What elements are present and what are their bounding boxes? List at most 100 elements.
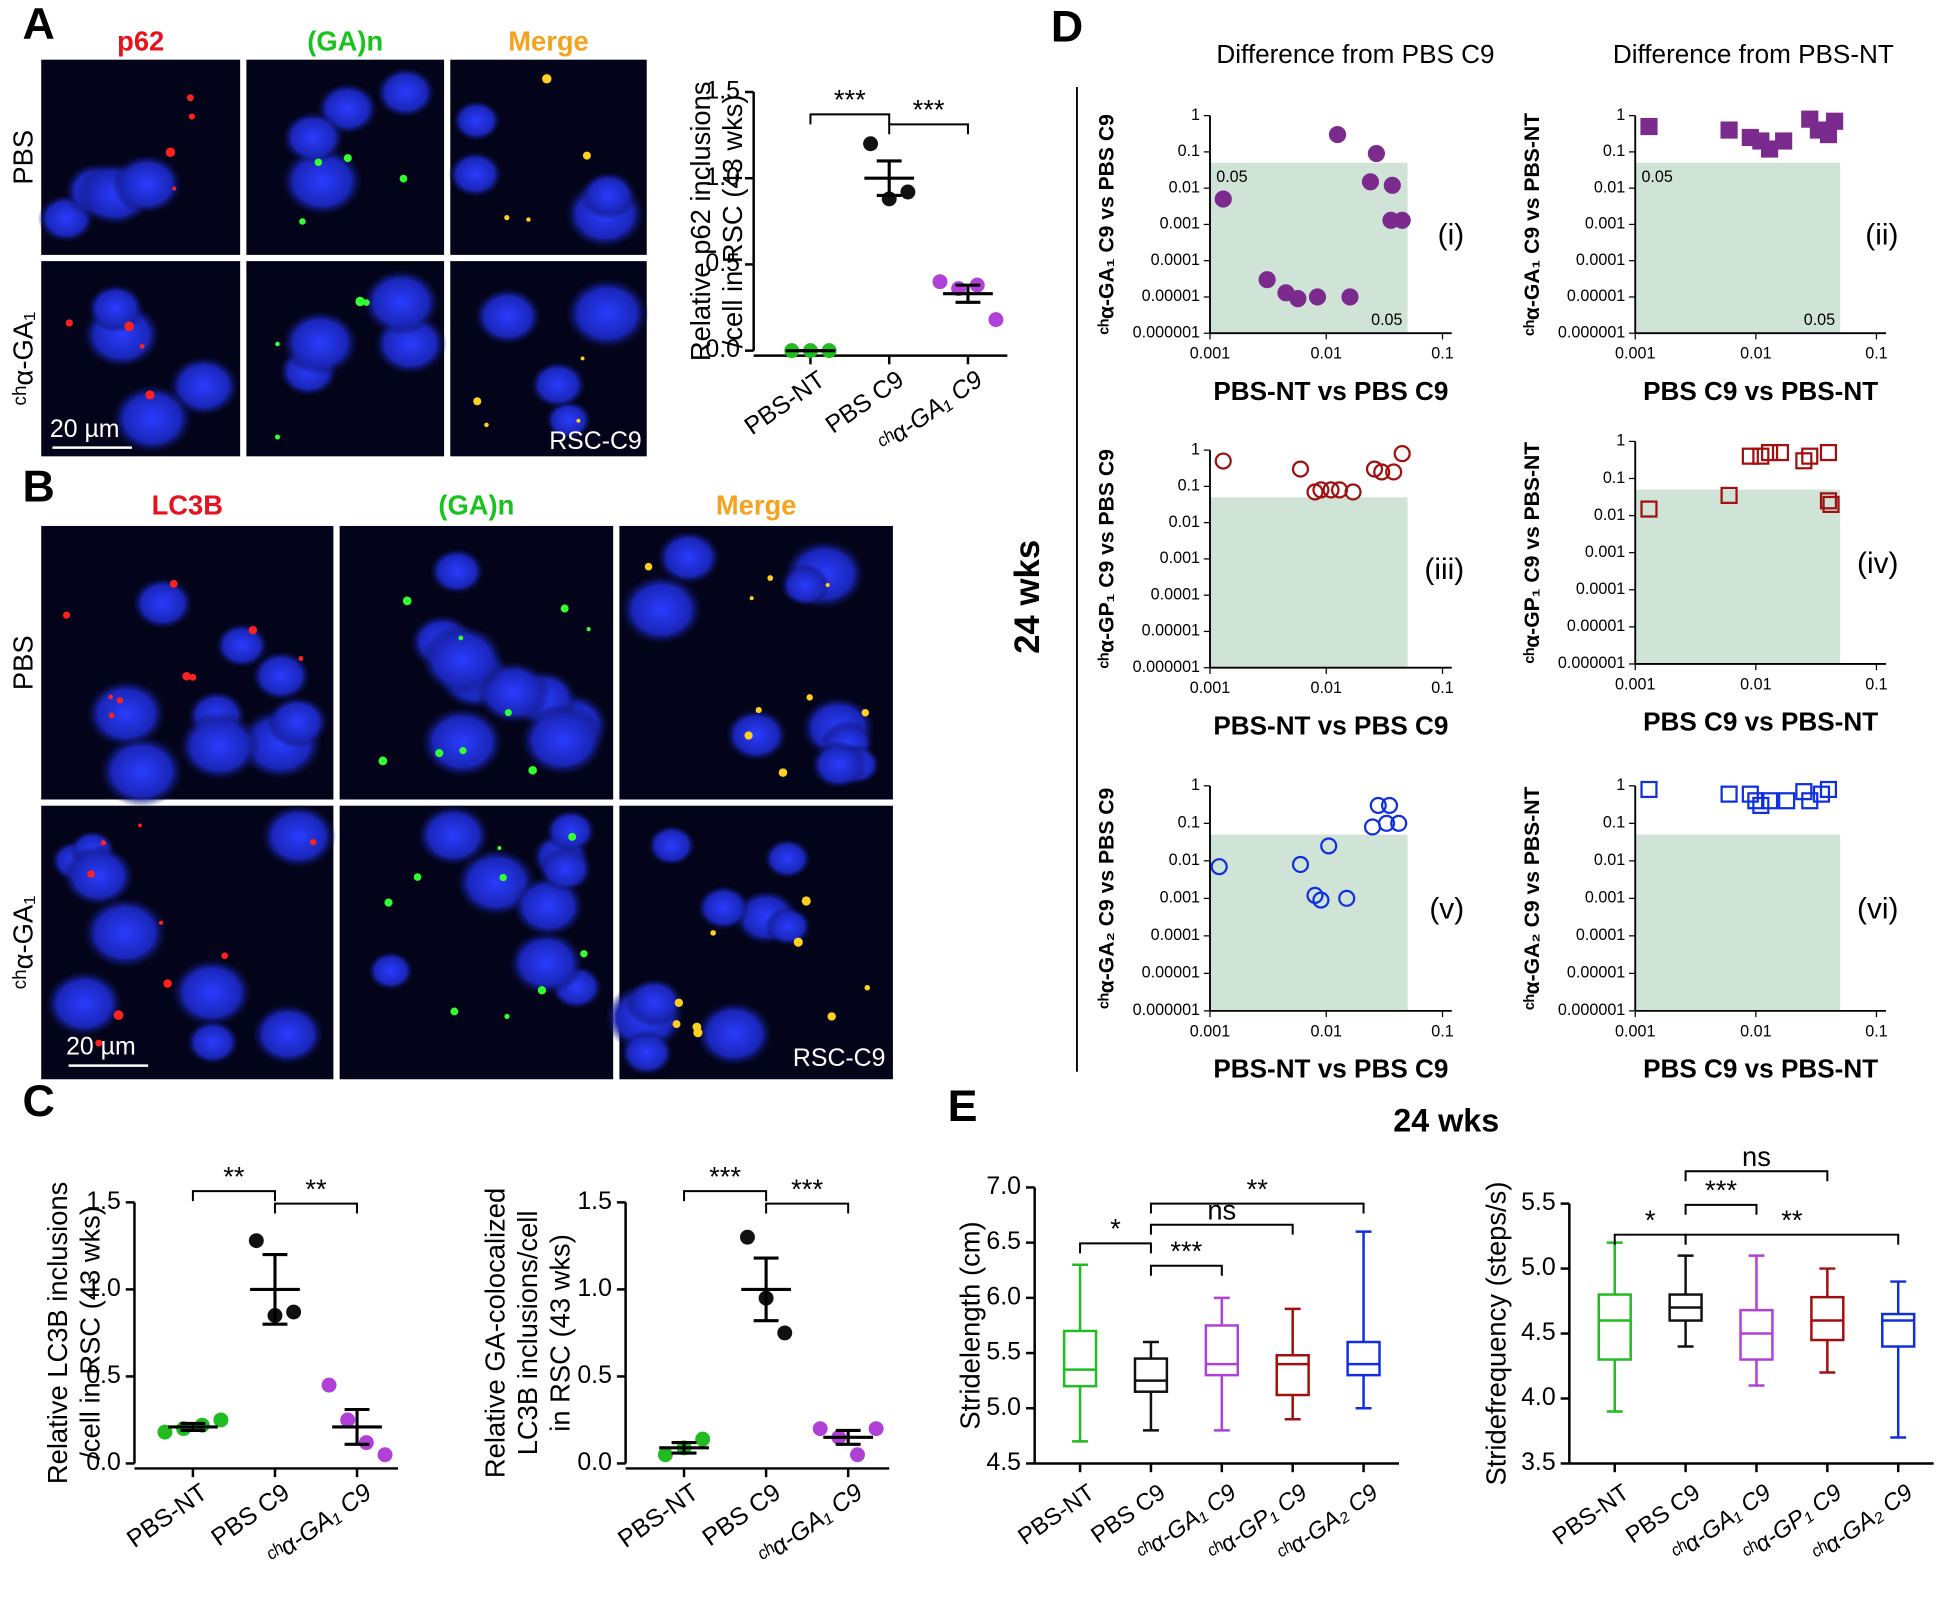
box xyxy=(1133,1357,1169,1393)
inclusion xyxy=(169,579,178,588)
data-point xyxy=(1312,891,1330,909)
x-tick-label: 0.001 xyxy=(1190,1022,1230,1040)
box xyxy=(1275,1354,1310,1397)
panel-label: C xyxy=(23,1076,55,1126)
inclusion xyxy=(582,151,591,160)
y-tick-label: 0.01 xyxy=(1169,851,1200,869)
nucleus xyxy=(171,958,253,1027)
inclusion xyxy=(310,838,317,846)
y-tick-label: 0.0001 xyxy=(1576,580,1625,598)
x-tick-label: 0.01 xyxy=(1311,679,1342,697)
y-axis-label: LC3B inclusions/cell xyxy=(512,1211,543,1456)
y-tick-label: 1 xyxy=(1191,776,1200,794)
y-tick-label: 0.1 xyxy=(1603,469,1625,487)
whisker xyxy=(1355,1230,1372,1343)
nucleus xyxy=(261,804,337,869)
nucleus xyxy=(362,269,440,336)
inclusion xyxy=(458,635,464,641)
y-tick-label: 0.1 xyxy=(1178,814,1200,832)
inclusion xyxy=(526,217,531,222)
inclusion xyxy=(450,1007,459,1016)
data-point xyxy=(1312,481,1330,499)
region-label: RSC-C9 xyxy=(549,427,642,455)
inclusion xyxy=(138,823,142,828)
significance-label: *** xyxy=(1705,1175,1737,1206)
data-point xyxy=(1361,173,1380,191)
inclusion xyxy=(778,768,788,777)
nucleus xyxy=(132,577,194,630)
inclusion xyxy=(314,158,323,167)
data-point xyxy=(1761,443,1779,462)
nucleus xyxy=(620,574,703,645)
inclusion xyxy=(299,218,306,225)
nucleus xyxy=(367,951,414,991)
significance-label: *** xyxy=(834,84,866,115)
inclusion xyxy=(172,186,177,191)
data-point xyxy=(1344,483,1362,501)
threshold-label: 0.05 xyxy=(1641,168,1672,186)
error-bar xyxy=(671,1441,697,1455)
significance-label: ** xyxy=(1247,1173,1269,1204)
nucleus xyxy=(281,146,363,216)
data-point xyxy=(988,312,1004,328)
data-point xyxy=(1761,140,1779,158)
inclusion xyxy=(560,604,569,613)
significance-region xyxy=(1210,162,1408,334)
panel-annotation: (i) xyxy=(1438,219,1465,252)
significance-region xyxy=(1635,834,1841,1011)
data-point xyxy=(1369,796,1387,815)
significance-bracket xyxy=(1684,1170,1829,1182)
data-point xyxy=(1801,447,1819,465)
data-point xyxy=(900,184,916,200)
nucleus xyxy=(625,978,683,1027)
threshold-label: 0.05 xyxy=(1804,311,1835,329)
box xyxy=(1881,1312,1916,1348)
nucleus xyxy=(474,287,542,345)
x-tick-label: 0.01 xyxy=(1311,1022,1342,1040)
data-point xyxy=(1640,780,1658,799)
data-point xyxy=(1214,190,1232,208)
y-axis-label: Relative p62 inclusions xyxy=(685,81,716,361)
data-point xyxy=(1720,121,1738,139)
significance-label: ns xyxy=(1742,1141,1771,1172)
y-tick-label: 0.001 xyxy=(1585,543,1625,561)
data-point xyxy=(1720,486,1738,504)
data-point xyxy=(286,1304,302,1320)
y-tick-label: 0.01 xyxy=(1594,506,1625,524)
significance-region xyxy=(1635,162,1841,334)
data-point xyxy=(1328,126,1347,144)
inclusion xyxy=(672,1020,681,1028)
data-point xyxy=(248,1233,264,1249)
inclusion xyxy=(504,709,512,717)
inclusion xyxy=(537,986,547,995)
y-axis-label: Stridefrequency (steps/s) xyxy=(1481,1182,1512,1486)
inclusion xyxy=(248,626,258,635)
y-tick-label: 0.5 xyxy=(705,249,740,277)
significance-bracket xyxy=(1079,1242,1152,1254)
data-point xyxy=(1822,495,1840,514)
y-tick-label: 0.5 xyxy=(86,1361,121,1389)
channel-label: LC3B xyxy=(152,490,223,521)
data-point xyxy=(1640,500,1658,518)
data-point xyxy=(1795,452,1813,470)
significance-bracket xyxy=(888,123,969,135)
x-tick-label: PBS-NT xyxy=(122,1478,213,1553)
y-tick-label: 1.5 xyxy=(577,1187,612,1215)
significance-label: * xyxy=(1645,1204,1656,1235)
inclusion xyxy=(576,418,581,423)
y-axis-label: Relative GA-colocalized xyxy=(480,1188,511,1478)
inclusion xyxy=(580,356,585,361)
nucleus xyxy=(420,706,504,778)
data-point xyxy=(377,1447,393,1463)
threshold-label: 0.05 xyxy=(1371,311,1402,329)
box xyxy=(1739,1308,1774,1361)
data-point xyxy=(1775,132,1793,150)
y-tick-label: 0.01 xyxy=(1594,178,1625,196)
nucleus xyxy=(99,735,184,808)
nucleus xyxy=(215,623,269,668)
y-tick-label: 0.0001 xyxy=(1151,926,1200,944)
x-tick-label: 0.1 xyxy=(1865,1022,1887,1040)
error-bar xyxy=(180,1421,206,1432)
x-axis-label: PBS C9 vs PBS-NT xyxy=(1643,707,1878,737)
